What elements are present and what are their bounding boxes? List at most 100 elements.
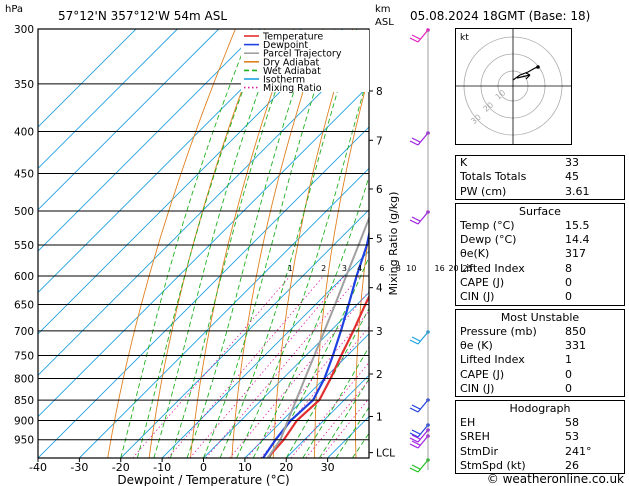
location-text: 57°12'N 357°12'W 54m ASL bbox=[58, 9, 227, 23]
pressure-tick-label: 500 bbox=[14, 206, 34, 218]
isotherm-line bbox=[79, 167, 369, 458]
km-tick-label: 6 bbox=[376, 184, 383, 196]
legend-entry: Wet Adiabat bbox=[263, 66, 321, 77]
isotherm-line bbox=[38, 29, 261, 252]
index-value: 58 bbox=[565, 416, 579, 430]
index-row: Pressure (mb) 850 bbox=[456, 325, 624, 339]
index-label: CAPE (J) bbox=[460, 367, 505, 381]
index-value: 241° bbox=[565, 444, 592, 458]
isotherm-line bbox=[161, 250, 369, 458]
datetime-text: 05.08.2024 18GMT (Base: 18) bbox=[410, 9, 590, 23]
pressure-tick-label: 350 bbox=[14, 79, 34, 91]
index-value: 1 bbox=[565, 353, 572, 367]
index-row: CIN (J) 0 bbox=[456, 382, 624, 396]
mixing-ratio-line bbox=[229, 290, 369, 458]
mixing-ratio-label: 4 bbox=[357, 264, 362, 273]
index-row: Dewp (°C) 14.4 bbox=[456, 233, 624, 247]
isotherm-line bbox=[38, 29, 220, 211]
wet-adiabat-line bbox=[136, 29, 267, 458]
mixing-ratio-label: 2 bbox=[321, 264, 326, 273]
isotherm-line bbox=[38, 126, 369, 458]
index-row: K 33 bbox=[456, 156, 624, 170]
x-tick-label: -40 bbox=[29, 461, 47, 474]
mixing-ratio-line bbox=[246, 310, 369, 458]
hpa-label: hPa bbox=[5, 4, 23, 15]
dry-adiabat-line bbox=[354, 230, 369, 458]
index-row: StmSpd (kt) 26 bbox=[456, 459, 624, 473]
wind-barb-icon bbox=[409, 434, 430, 449]
index-row: EH 58 bbox=[456, 416, 624, 430]
isotherm-line bbox=[203, 291, 369, 458]
legend-entry: Mixing Ratio bbox=[263, 83, 322, 94]
wet-adiabat-line bbox=[169, 29, 298, 458]
index-label: K bbox=[460, 156, 468, 169]
index-label: Lifted Index bbox=[460, 261, 525, 275]
pressure-tick-label: 750 bbox=[14, 350, 34, 362]
copyright-text: © weatheronline.co.uk bbox=[487, 472, 624, 486]
index-label: θe(K) bbox=[460, 247, 490, 261]
index-value: 14.4 bbox=[565, 233, 590, 247]
mixing-ratio-label: 3 bbox=[342, 264, 347, 273]
index-value: 33 bbox=[565, 156, 579, 169]
legend-entry: Isotherm bbox=[263, 75, 305, 86]
pressure-tick-label: 650 bbox=[14, 300, 34, 312]
km-tick-label: 2 bbox=[376, 369, 383, 381]
wind-barb-icon bbox=[409, 210, 430, 225]
wind-barb-icon bbox=[409, 423, 430, 438]
wind-barb-icon bbox=[409, 458, 430, 473]
index-value: 15.5 bbox=[565, 218, 590, 232]
index-value: 0 bbox=[565, 290, 572, 304]
isotherm-line bbox=[38, 29, 137, 128]
storm-motion-arrow-icon bbox=[516, 72, 531, 80]
index-label: Lifted Index bbox=[460, 353, 525, 367]
km-tick-label: 4 bbox=[376, 283, 383, 295]
mixing-ratio-label: 20 bbox=[448, 264, 458, 273]
x-tick-label: 30 bbox=[321, 461, 335, 474]
index-label: CIN (J) bbox=[460, 290, 495, 304]
wet-adiabat-line bbox=[319, 378, 369, 458]
x-tick-label: 20 bbox=[279, 461, 293, 474]
km-label: km bbox=[375, 4, 391, 15]
index-row: SREH 53 bbox=[456, 430, 624, 444]
isotherm-line bbox=[38, 43, 369, 376]
pressure-tick-label: 550 bbox=[14, 240, 34, 252]
pressure-tick-label: 950 bbox=[14, 435, 34, 447]
isotherm-line bbox=[38, 29, 302, 294]
index-row: Temp (°C) 15.5 bbox=[456, 219, 624, 233]
isotherm-line bbox=[38, 84, 369, 418]
hodograph-ring-label: 10 bbox=[494, 88, 508, 101]
index-label: CIN (J) bbox=[460, 381, 495, 395]
index-row: CIN (J) 0 bbox=[456, 290, 624, 304]
x-tick-label: -30 bbox=[70, 461, 88, 474]
wet-adiabat-line bbox=[153, 29, 282, 458]
index-row: StmDir 241° bbox=[456, 445, 624, 459]
mixing-ratio-label: 8 bbox=[396, 264, 401, 273]
x-tick-label: 0 bbox=[200, 461, 207, 474]
index-row: CAPE (J) 0 bbox=[456, 368, 624, 382]
pressure-tick-label: 850 bbox=[14, 395, 34, 407]
surface-box: Surface Temp (°C) 15.5 Dewp (°C) 14.4 θe(K) 31… bbox=[455, 202, 625, 306]
wind-barb-icon bbox=[409, 330, 430, 345]
pressure-tick-label: 450 bbox=[14, 168, 34, 180]
hodograph-kt-label: kt bbox=[460, 33, 469, 43]
dry-adiabat-line bbox=[314, 73, 369, 458]
index-label: StmSpd (kt) bbox=[460, 459, 526, 473]
mixing-ratio-line bbox=[167, 275, 324, 458]
wet-adiabat-line bbox=[302, 346, 369, 458]
legend-entry: Temperature bbox=[262, 32, 323, 43]
index-value: 331 bbox=[565, 338, 586, 352]
index-value: 45 bbox=[565, 170, 579, 184]
index-label: θe (K) bbox=[460, 338, 493, 352]
x-tick-label: 10 bbox=[238, 461, 252, 474]
index-label: SREH bbox=[460, 430, 490, 444]
isotherm-line bbox=[285, 374, 369, 458]
legend-entry: Dry Adiabat bbox=[263, 57, 320, 68]
isotherm-line bbox=[38, 29, 344, 335]
pressure-tick-label: 300 bbox=[14, 24, 34, 36]
mixing-ratio-label: 16 bbox=[435, 264, 445, 273]
pressure-tick-label: 400 bbox=[14, 127, 34, 139]
wet-adiabat-line bbox=[120, 29, 253, 458]
km-tick-label: 7 bbox=[376, 135, 383, 147]
